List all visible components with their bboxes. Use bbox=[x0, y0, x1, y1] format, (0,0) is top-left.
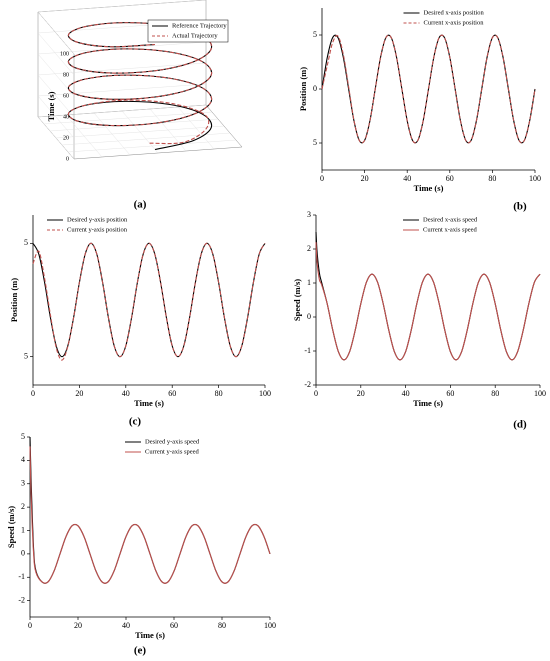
y-tick-label: -2 bbox=[18, 595, 25, 604]
y-axis-label: Speed (m/s) bbox=[6, 506, 16, 548]
series-line bbox=[29, 446, 271, 584]
z-tick-label: 100 bbox=[60, 51, 69, 57]
x-tick-label: 80 bbox=[218, 621, 226, 630]
x-axis-label: Time (s) bbox=[414, 183, 444, 193]
x-tick-label: 0 bbox=[31, 389, 35, 398]
x-tick-label: 100 bbox=[264, 621, 276, 630]
z-tick-label: 20 bbox=[63, 135, 69, 141]
legend-label: Desired y-axis speed bbox=[145, 438, 200, 445]
x-tick-label: 100 bbox=[529, 174, 541, 183]
legend-label: Desired y-axis position bbox=[67, 216, 128, 223]
x-tick-label: 20 bbox=[75, 389, 83, 398]
legend-label: Desired x-axis speed bbox=[423, 216, 478, 223]
y-axis-label: Speed (m/s) bbox=[292, 279, 302, 321]
series-line bbox=[315, 242, 541, 361]
x-tick-label: 60 bbox=[446, 174, 454, 183]
x-tick-label: 80 bbox=[488, 174, 496, 183]
legend-label: Desired x-axis position bbox=[424, 9, 485, 16]
x-tick-label: 60 bbox=[170, 621, 178, 630]
y-axis-label: Position (m) bbox=[298, 67, 308, 111]
x-tick-label: 60 bbox=[168, 389, 176, 398]
y-tick-label: 5 bbox=[313, 30, 317, 39]
y-tick-label: 4 bbox=[21, 455, 25, 464]
z-grid-line bbox=[37, 41, 207, 55]
y-tick-label: 5 bbox=[313, 138, 317, 147]
y-tick-label: 2 bbox=[307, 244, 311, 253]
floor-grid bbox=[67, 139, 237, 153]
y-tick-label: 5 bbox=[21, 432, 25, 441]
z-grid-line bbox=[37, 11, 75, 55]
x-axis-label: Time (s) bbox=[413, 398, 443, 408]
z-tick-label: 60 bbox=[63, 93, 69, 99]
y-tick-label: 1 bbox=[307, 278, 311, 287]
z-grid-line bbox=[37, 0, 207, 13]
y-tick-label: 2 bbox=[21, 502, 25, 511]
series-line bbox=[321, 34, 536, 144]
x-tick-label: 20 bbox=[357, 389, 365, 398]
panel-caption: (d) bbox=[513, 419, 527, 431]
series-line bbox=[32, 242, 266, 358]
x-tick-label: 20 bbox=[361, 174, 369, 183]
series-line bbox=[29, 436, 271, 584]
y-axis-label: Position (m) bbox=[9, 278, 19, 322]
x-tick-label: 40 bbox=[122, 621, 130, 630]
z-grid-line bbox=[37, 32, 75, 76]
z-axis-label: Time (s) bbox=[46, 91, 56, 121]
y-tick-label: 1 bbox=[21, 525, 25, 534]
x-tick-label: 100 bbox=[534, 389, 546, 398]
z-grid-line bbox=[37, 116, 75, 160]
x-axis-label: Time (s) bbox=[134, 398, 164, 408]
floor-grid bbox=[55, 125, 225, 139]
y-tick-label: 0 bbox=[307, 312, 311, 321]
panel-caption: (b) bbox=[513, 201, 527, 213]
legend-label: Actual Trajectory bbox=[172, 32, 218, 39]
y-tick-label: 3 bbox=[21, 479, 25, 488]
x-tick-label: 20 bbox=[74, 621, 82, 630]
series-line bbox=[32, 242, 266, 361]
x-tick-label: 0 bbox=[314, 389, 318, 398]
y-tick-label: 5 bbox=[24, 238, 28, 247]
legend-label: Current y-axis position bbox=[67, 226, 128, 233]
x-tick-label: 100 bbox=[259, 389, 271, 398]
y-tick-label: 5 bbox=[24, 351, 28, 360]
x-tick-label: 40 bbox=[402, 389, 410, 398]
legend-label: Current y-axis speed bbox=[145, 448, 200, 455]
series-line bbox=[315, 231, 541, 361]
legend-label: Reference Trajectory bbox=[172, 22, 227, 29]
y-tick-label: -1 bbox=[304, 346, 311, 355]
x-tick-label: 60 bbox=[446, 389, 454, 398]
z-tick-label: 80 bbox=[63, 72, 69, 78]
y-tick-label: 0 bbox=[313, 84, 317, 93]
z-grid-line bbox=[37, 95, 75, 139]
y-tick-label: 3 bbox=[307, 210, 311, 219]
z-grid-line bbox=[37, 104, 207, 118]
z-grid-line bbox=[37, 83, 207, 97]
z-tick-label: 40 bbox=[63, 114, 69, 120]
y-tick-label: 0 bbox=[21, 549, 25, 558]
x-tick-label: 0 bbox=[320, 174, 324, 183]
legend-label: Current x-axis speed bbox=[423, 226, 478, 233]
x-tick-label: 40 bbox=[122, 389, 130, 398]
panel-caption: (e) bbox=[134, 645, 147, 657]
panel-caption: (c) bbox=[129, 416, 142, 428]
y-tick-label: -1 bbox=[18, 572, 25, 581]
x-tick-label: 80 bbox=[215, 389, 223, 398]
x-axis-label: Time (s) bbox=[135, 630, 165, 640]
x-tick-label: 40 bbox=[403, 174, 411, 183]
panel-caption: (a) bbox=[134, 199, 147, 211]
z-grid-line bbox=[37, 74, 75, 118]
z-grid-line bbox=[37, 62, 207, 76]
x-tick-label: 80 bbox=[491, 389, 499, 398]
y-tick-label: -2 bbox=[304, 380, 311, 389]
series-line bbox=[321, 34, 536, 144]
z-tick-label: 0 bbox=[66, 156, 69, 162]
legend-label: Current x-axis position bbox=[424, 19, 485, 26]
x-tick-label: 0 bbox=[28, 621, 32, 630]
trajectory bbox=[67, 22, 213, 145]
